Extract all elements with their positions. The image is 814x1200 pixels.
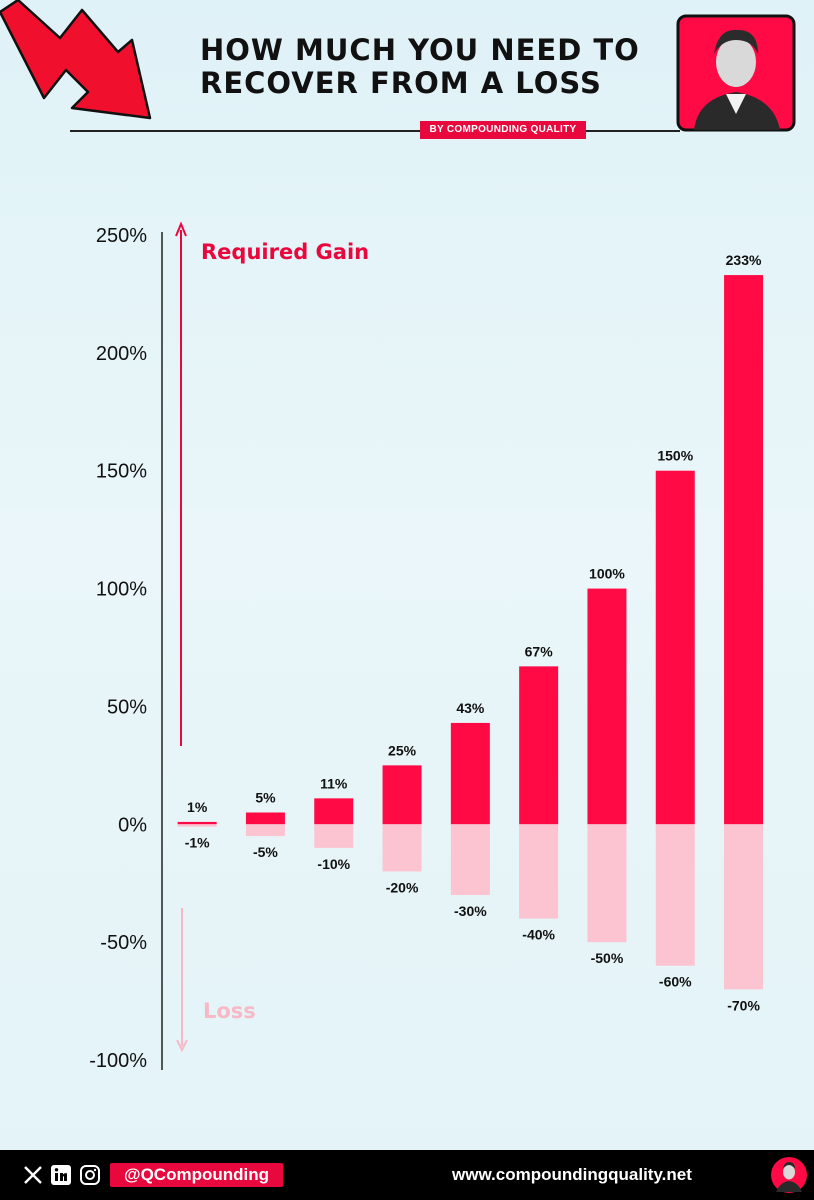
loss-bar <box>382 824 422 872</box>
gain-value-label: 67% <box>525 643 554 659</box>
gain-value-label: 150% <box>657 448 693 464</box>
y-tick-label: 100% <box>96 579 147 601</box>
gain-value-label: 43% <box>456 700 485 716</box>
gain-bar <box>519 666 559 825</box>
footer-avatar <box>771 1157 807 1193</box>
recovery-bar-chart: 250% 200% 150% 100% 50% 0% -50% -100% Required … <box>89 221 764 1072</box>
footer-bar: @QCompounding www.compoundingquality.net <box>0 1150 814 1200</box>
loss-value-label: -60% <box>659 974 692 990</box>
loss-bar <box>519 824 559 919</box>
website-link[interactable]: www.compoundingquality.net <box>452 1165 692 1184</box>
loss-bar <box>450 824 490 895</box>
y-tick-label: 50% <box>107 696 147 718</box>
loss-value-label: -50% <box>591 950 624 966</box>
loss-value-label: -70% <box>727 997 760 1013</box>
x-icon[interactable] <box>22 1164 44 1186</box>
loss-value-label: -10% <box>317 856 350 872</box>
gain-bar <box>177 821 217 825</box>
gain-bar <box>450 722 490 825</box>
gain-bar <box>587 588 627 825</box>
y-tick-label: 250% <box>96 225 147 247</box>
loss-bar <box>245 824 285 837</box>
loss-bar <box>724 824 764 990</box>
data-labels: 1% 5% 11% 25% 43% 67% 100% 150% 233% -1% -5% -10% -2… <box>185 252 762 1013</box>
byline-badge: BY COMPOUNDING QUALITY <box>420 121 586 139</box>
loss-bar <box>587 824 627 943</box>
loss-value-label: -30% <box>454 903 487 919</box>
gain-bar <box>314 798 354 825</box>
required-gain-arrow <box>175 221 187 746</box>
loss-value-label: -20% <box>386 879 419 895</box>
loss-bar <box>655 824 695 966</box>
title-line-2: RECOVER FROM A LOSS <box>200 66 602 100</box>
gain-bar <box>245 812 285 825</box>
loss-value-label: -1% <box>185 835 210 851</box>
loss-value-label: -40% <box>522 927 555 943</box>
gain-value-label: 11% <box>320 775 348 791</box>
down-trend-arrow-icon <box>0 0 152 120</box>
loss-bar <box>314 824 354 848</box>
loss-label: Loss <box>203 999 256 1023</box>
required-gain-label: Required Gain <box>201 240 369 264</box>
gain-bar <box>724 275 764 825</box>
y-tick-label: 200% <box>96 343 147 365</box>
y-tick-label: 0% <box>118 814 147 836</box>
y-tick-label: -50% <box>100 932 147 954</box>
loss-arrow <box>176 908 188 1053</box>
gain-bar <box>382 765 422 825</box>
bars <box>177 275 764 990</box>
header-divider <box>70 130 680 132</box>
gain-value-label: 233% <box>726 252 762 268</box>
instagram-icon[interactable] <box>79 1164 101 1186</box>
y-axis: 250% 200% 150% 100% 50% 0% -50% -100% <box>89 225 147 1072</box>
gain-bar <box>655 470 695 825</box>
loss-value-label: -5% <box>253 844 278 860</box>
loss-bar <box>177 824 217 827</box>
gain-value-label: 5% <box>255 790 276 806</box>
gain-value-label: 1% <box>187 799 208 815</box>
y-tick-label: 150% <box>96 461 147 483</box>
y-tick-label: -100% <box>89 1050 147 1072</box>
page-title: HOW MUCH YOU NEED TO RECOVER FROM A LOSS <box>200 34 660 100</box>
gain-value-label: 100% <box>589 566 625 582</box>
linkedin-icon[interactable] <box>50 1164 72 1186</box>
author-photo <box>676 14 796 132</box>
social-handle[interactable]: @QCompounding <box>110 1163 283 1187</box>
title-line-1: HOW MUCH YOU NEED TO <box>200 33 640 67</box>
gain-value-label: 25% <box>388 742 417 758</box>
